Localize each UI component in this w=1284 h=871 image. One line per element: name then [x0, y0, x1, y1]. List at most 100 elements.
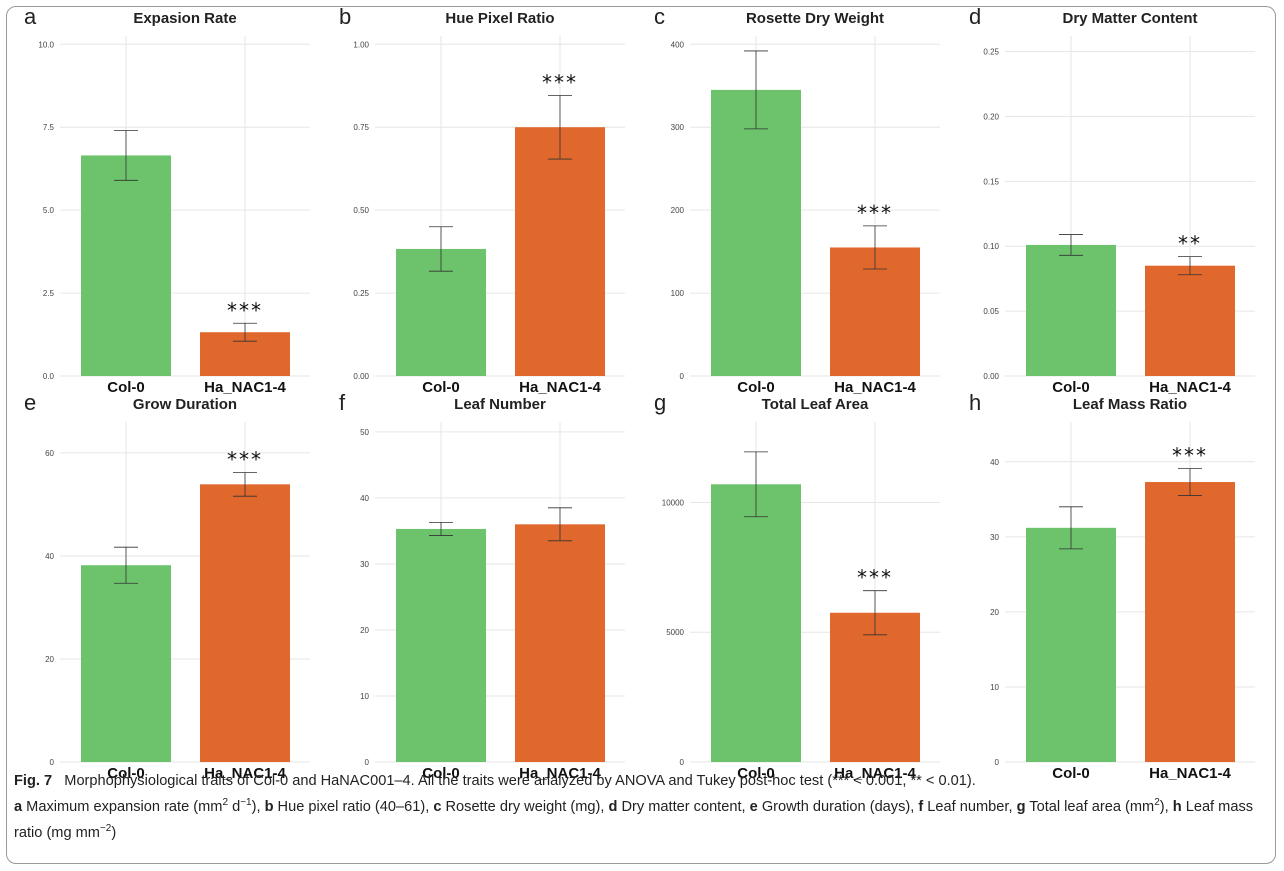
x-category-label: Ha_NAC1-4: [204, 379, 286, 396]
y-tick-label: 5.0: [43, 206, 55, 215]
y-tick-label: 0.00: [353, 372, 369, 381]
y-tick-label: 300: [671, 123, 685, 132]
panel-letter: a: [24, 4, 37, 29]
y-tick-label: 40: [360, 494, 369, 503]
significance-marker: ***: [1172, 444, 1208, 468]
caption-superscript: 2: [1154, 797, 1160, 808]
caption-superscript: −1: [240, 797, 252, 808]
bar-col-0: [711, 89, 801, 376]
y-tick-label: 0: [50, 758, 55, 767]
chart-panel-b: b Hue Pixel Ratio 0.00 0.25 0.50 0.75 1.00 Col-…: [335, 4, 645, 399]
y-tick-label: 60: [45, 449, 54, 458]
y-tick-label: 2.5: [43, 289, 55, 298]
caption-text: Maximum expansion rate (mm: [22, 798, 223, 815]
chart-title: Dry Matter Content: [1062, 10, 1198, 27]
y-tick-label: 0.75: [353, 123, 369, 132]
significance-marker: ***: [227, 298, 263, 322]
y-tick-label: 1.00: [353, 40, 369, 49]
panel-letter: e: [24, 390, 37, 415]
y-tick-label: 30: [360, 560, 369, 569]
x-category-label: Ha_NAC1-4: [1149, 379, 1231, 396]
y-tick-label: 200: [671, 206, 685, 215]
panel-letter: g: [654, 390, 667, 415]
caption-panel-letter: a: [14, 798, 23, 815]
caption-panel-letter: c: [433, 798, 442, 815]
chart-panel-a: a Expasion Rate 0.0 2.5 5.0 7.5 10.0 Col-0 *** Ha…: [20, 4, 330, 399]
y-tick-label: 0: [365, 758, 370, 767]
chart-panel-g: g Total Leaf Area 0 5000 10000 Col-0 *** Ha_NAC…: [650, 390, 960, 785]
caption-line1: Morphophysiological traits of Col-0 and …: [64, 773, 976, 789]
significance-marker: ***: [542, 70, 578, 94]
y-tick-label: 20: [45, 655, 54, 664]
caption-superscript: −2: [99, 822, 112, 834]
y-tick-label: 0: [680, 758, 685, 767]
x-category-label: Col-0: [422, 379, 460, 396]
y-tick-label: 7.5: [43, 123, 55, 132]
caption-panel-letter: f: [918, 798, 924, 815]
y-tick-label: 30: [990, 533, 999, 542]
bar-col-0: [81, 565, 171, 762]
bar-col-0: [1026, 527, 1116, 762]
y-tick-label: 0: [995, 758, 1000, 767]
bar-ha-nac1-4: [200, 484, 290, 762]
y-tick-label: 5000: [666, 628, 684, 637]
caption-text: Growth duration (days),: [757, 798, 919, 815]
x-category-label: Col-0: [1052, 379, 1090, 396]
caption-text: Total leaf area (mm: [1025, 798, 1155, 815]
bar-ha-nac1-4: [515, 127, 605, 376]
panel-letter: b: [339, 4, 352, 29]
chart-panel-f: f Leaf Number 0 10 20 30 40 50 Col-0 Ha_NAC1-4: [335, 390, 645, 785]
caption-panel-letter: b: [264, 798, 274, 815]
y-tick-label: 0.20: [983, 112, 999, 121]
x-category-label: Col-0: [737, 379, 775, 396]
chart-svg: 0 10 20 30 40 Col-0 *** Ha_NAC1-4: [990, 422, 1255, 782]
caption-panel-letter: g: [1016, 798, 1026, 815]
x-category-label: Ha_NAC1-4: [519, 765, 601, 782]
y-tick-label: 400: [671, 40, 685, 49]
chart-svg: 0.00 0.25 0.50 0.75 1.00 Col-0 *** Ha_NAC1-4: [353, 36, 625, 396]
caption-text: d: [228, 798, 241, 815]
figure-caption: Fig. 7 Morphophysiological traits of Col…: [14, 770, 1269, 844]
x-category-label: Col-0: [107, 379, 145, 396]
chart-svg: 0.0 2.5 5.0 7.5 10.0 Col-0 *** Ha_NAC1-4: [38, 36, 310, 396]
y-tick-label: 100: [671, 289, 685, 298]
y-tick-label: 0.25: [983, 48, 999, 57]
y-tick-label: 40: [45, 552, 54, 561]
caption-text: ),: [1159, 798, 1173, 815]
chart-svg: 0 10 20 30 40 50 Col-0 Ha_NAC1-4: [360, 422, 625, 782]
y-tick-label: 40: [990, 458, 999, 467]
chart-panel-d: d Dry Matter Content 0.00 0.05 0.10 0.15 0.20 0…: [965, 4, 1275, 399]
panel-letter: f: [339, 390, 346, 415]
chart-title: Total Leaf Area: [761, 396, 869, 413]
x-category-label: Ha_NAC1-4: [204, 765, 286, 782]
caption-superscript: 2: [222, 797, 229, 808]
bar-col-0: [396, 528, 486, 762]
x-category-label: Ha_NAC1-4: [519, 379, 601, 396]
bar-col-0: [1026, 244, 1116, 376]
caption-label: Fig. 7: [14, 773, 53, 789]
x-category-label: Col-0: [737, 765, 775, 782]
y-tick-label: 10000: [662, 498, 685, 507]
panel-letter: h: [969, 390, 982, 415]
y-tick-label: 10: [990, 683, 999, 692]
chart-title: Rosette Dry Weight: [745, 10, 885, 27]
panel-letter: d: [969, 4, 982, 29]
bar-ha-nac1-4: [830, 612, 920, 762]
caption-text: ): [111, 824, 117, 841]
y-tick-label: 0.05: [983, 307, 999, 316]
y-tick-label: 10.0: [38, 40, 54, 49]
caption-panel-letter: h: [1172, 798, 1182, 815]
y-tick-label: 20: [990, 608, 999, 617]
y-tick-label: 0.15: [983, 177, 999, 186]
bar-ha-nac1-4: [1145, 265, 1235, 376]
caption-text: Rosette dry weight (mg),: [441, 798, 609, 815]
chart-svg: 0 5000 10000 Col-0 *** Ha_NAC1-4: [662, 422, 940, 782]
y-tick-label: 20: [360, 626, 369, 635]
y-tick-label: 0.50: [353, 206, 369, 215]
x-category-label: Ha_NAC1-4: [834, 765, 916, 782]
figure-frame: [6, 6, 1276, 864]
chart-title: Expasion Rate: [133, 10, 237, 27]
panel-letter: c: [654, 4, 665, 29]
chart-svg: 0 100 200 300 400 Col-0 *** Ha_NAC1-4: [671, 36, 940, 396]
chart-title: Hue Pixel Ratio: [445, 10, 555, 27]
